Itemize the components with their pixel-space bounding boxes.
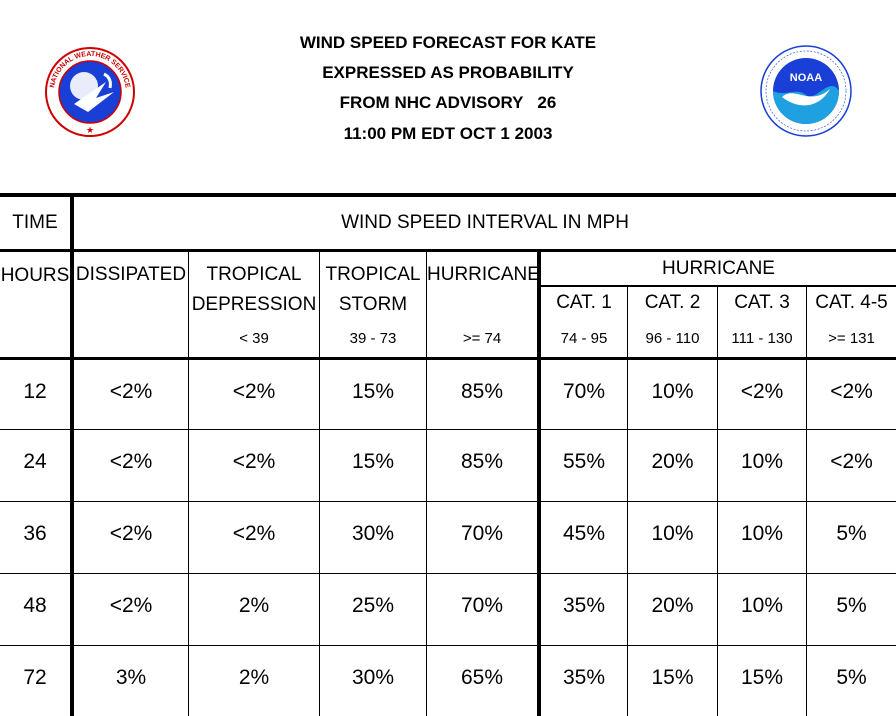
probability-cell: 25% [351,594,395,617]
probability-cell: <2% [232,380,276,403]
probability-cell: 15% [351,380,395,403]
probability-cell: 45% [562,522,606,545]
noaa-logo: NOAA [760,45,852,137]
column-range-label: 39 - 73 [349,330,397,347]
probability-cell: <2% [232,450,276,473]
probability-cell: 15% [740,666,784,689]
hurricane-group-border [537,251,541,716]
probability-cell: 15% [351,450,395,473]
probability-cell: 5% [836,666,867,689]
probability-cell: 55% [562,450,606,473]
column-divider [319,251,320,716]
column-header-label: HURRICANE [427,264,540,285]
nws-logo: ★ NATIONAL WEATHER SERVICE [44,46,136,138]
probability-cell: 85% [460,450,504,473]
header-bottom-border [0,357,896,360]
probability-cell: <2% [109,594,153,617]
column-header-label: CAT. 1 [556,292,612,313]
title-line-1: WIND SPEED FORECAST FOR KATE [299,33,597,52]
column-header-label: DEPRESSION [191,294,317,315]
column-range-label: 74 - 95 [560,330,608,347]
column-range-label: 96 - 110 [645,330,700,347]
probability-cell: 70% [460,522,504,545]
row-divider [0,573,896,574]
row-divider [0,645,896,646]
probability-cell: 2% [238,666,270,689]
column-range-label: 111 - 130 [731,330,793,347]
probability-cell: <2% [109,380,153,403]
forecast-header: ★ NATIONAL WEATHER SERVICE WIND SPEED FO… [0,0,896,160]
probability-cell: <2% [740,380,784,403]
probability-cell: 10% [740,522,784,545]
hurricane-group-header: HURRICANE [662,258,775,279]
hours-cell: 36 [23,522,47,545]
hours-cell: 48 [23,594,47,617]
probability-cell: <2% [109,450,153,473]
column-header-label: CAT. 2 [644,292,701,313]
column-header-label: DISSIPATED [75,264,187,285]
hours-header: HOURS [0,265,70,286]
time-header: TIME [12,212,58,233]
title-line-3: FROM NHC ADVISORY 26 [339,93,557,112]
probability-cell: 30% [351,522,395,545]
title-line-4: 11:00 PM EDT OCT 1 2003 [343,124,553,143]
probability-cell: 20% [651,450,694,473]
column-divider [806,287,807,716]
probability-cell: 35% [562,594,606,617]
probability-cell: <2% [830,380,873,403]
title-line-2: EXPRESSED AS PROBABILITY [322,63,574,82]
probability-cell: 5% [836,522,867,545]
header-divider [0,249,896,252]
hours-cell: 72 [23,666,47,689]
probability-cell: 35% [562,666,606,689]
probability-cell: 15% [651,666,694,689]
probability-cell: <2% [232,522,276,545]
wind-speed-interval-header: WIND SPEED INTERVAL IN MPH [341,212,629,233]
column-header-label: TROPICAL [325,264,421,285]
probability-cell: 85% [460,380,504,403]
column-range-label: < 39 [239,330,269,347]
probability-cell: 2% [238,594,270,617]
column-header-label: TROPICAL [206,264,302,285]
probability-cell: 30% [351,666,395,689]
svg-text:★: ★ [86,125,94,135]
probability-cell: <2% [830,450,873,473]
column-header-label: CAT. 4-5 [815,292,888,313]
column-range-label: >= 131 [828,330,875,347]
probability-cell: 65% [460,666,504,689]
table-top-border [0,193,896,197]
probability-cell: 10% [651,522,694,545]
column-header-label: STORM [338,294,408,315]
row-divider [0,501,896,502]
time-column-divider [70,193,74,716]
probability-cell: 10% [651,380,694,403]
column-divider [627,287,628,716]
probability-cell: <2% [109,522,153,545]
svg-text:NOAA: NOAA [790,72,822,84]
hours-cell: 24 [23,450,47,473]
column-divider [717,287,718,716]
column-header-label: CAT. 3 [734,292,790,313]
probability-cell: 70% [562,380,606,403]
column-range-label: >= 74 [462,330,502,347]
row-divider [0,429,896,430]
column-divider [426,251,427,716]
probability-cell: 10% [740,450,784,473]
hours-cell: 12 [23,380,47,403]
hurricane-group-divider [539,285,896,287]
probability-cell: 20% [651,594,694,617]
column-divider [188,251,189,716]
probability-cell: 3% [115,666,147,689]
probability-cell: 70% [460,594,504,617]
probability-cell: 10% [740,594,784,617]
probability-cell: 5% [836,594,867,617]
